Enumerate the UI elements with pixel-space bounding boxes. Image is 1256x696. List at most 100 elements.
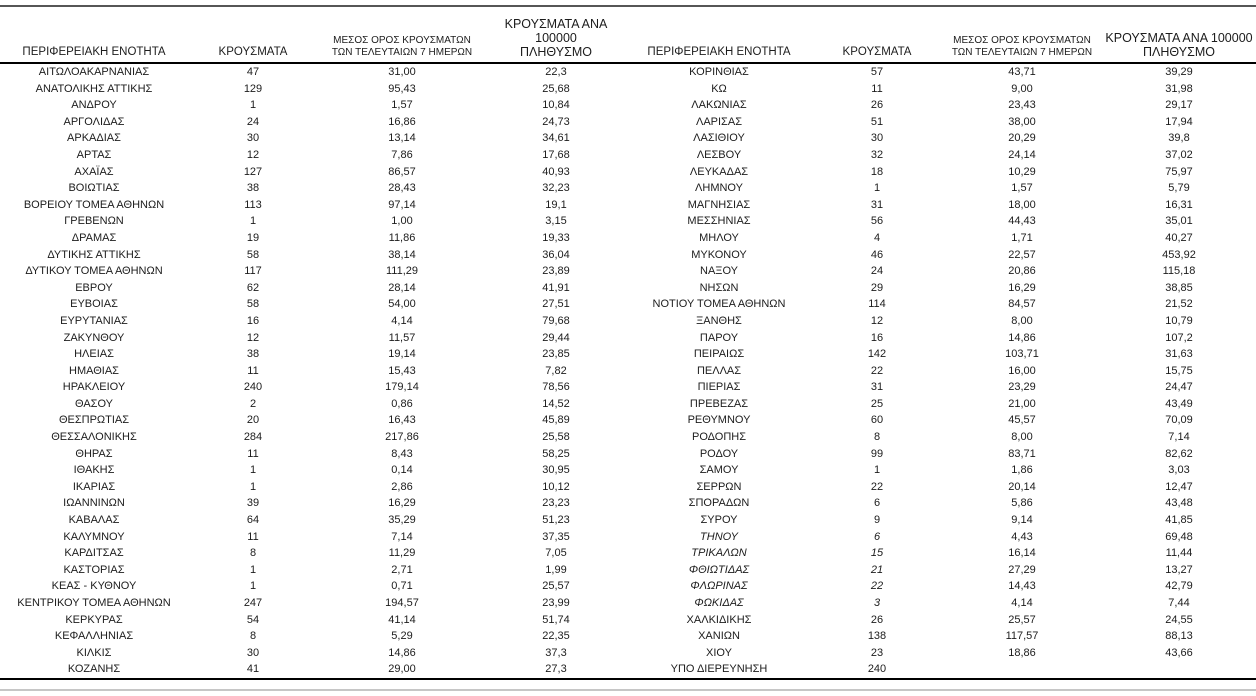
avg7-value-right: 1,86 [1011,464,1033,477]
per100k-value-left: 25,57 [542,580,570,593]
avg7-value-right: 8,00 [1011,431,1033,444]
cases-value-right: 99 [870,447,884,460]
per100k-value-left: 7,82 [545,364,567,377]
per100k-value-right: 24,47 [1165,381,1193,394]
region-name-left: ΚΟΖΑΝΗΣ [67,663,121,676]
region-name-left: ΘΑΣΟΥ [74,397,114,410]
region-name-left: ΚΕΝΤΡΙΚΟΥ ΤΟΜΕΑ ΑΘΗΝΩΝ [17,597,171,609]
avg7-value-left: 194,57 [385,597,419,609]
per100k-value-right: 43,49 [1165,397,1193,410]
table-row: ΕΥΒΟΙΑΣ 58 54,00 27,51 ΝΟΤΙΟΥ ΤΟΜΕΑ ΑΘΗΝ… [0,296,1256,313]
avg7-value-right: 23,29 [1008,381,1036,394]
table-row: ΚΑΡΔΙΤΣΑΣ 8 11,29 7,05 ΤΡΙΚΑΛΩΝ 15 16,14… [0,545,1256,562]
avg7-value-right: 18,86 [1008,646,1036,659]
cases-value-right: 22 [870,364,884,377]
region-name-left: ΚΕΑΣ - ΚΥΘΝΟΥ [51,580,137,593]
region-name-right: ΣΑΜΟΥ [699,464,739,477]
avg7-value-right: 4,43 [1011,530,1033,543]
table-row: ΙΚΑΡΙΑΣ 1 2,86 10,12 ΣΕΡΡΩΝ 22 20,14 12,… [0,479,1256,496]
avg7-value-left: 8,43 [391,447,413,460]
cases-value-right: 4 [873,231,881,244]
per100k-value-right: 43,48 [1165,497,1193,510]
per100k-value-left: 37,35 [542,530,570,543]
per100k-value-left: 23,89 [542,265,570,278]
cases-value-right: 25 [870,397,884,410]
region-name-left: ΒΟΡΕΙΟΥ ΤΟΜΕΑ ΑΘΗΝΩΝ [23,198,165,211]
per100k-value-right: 115,18 [1162,265,1196,278]
region-name-left: ΑΡΓΟΛΙΔΑΣ [63,115,125,128]
cases-value-left: 8 [249,547,257,560]
region-name-left: ΕΥΡΥΤΑΝΙΑΣ [60,314,128,327]
per100k-value-right: 82,62 [1165,447,1193,460]
region-name-left: ΚΑΒΑΛΑΣ [68,514,120,527]
per100k-value-right: 10,79 [1165,314,1193,327]
per100k-value-right: 21,52 [1165,298,1193,311]
col-header-region-right: ΠΕΡΙΦΕΡΕΙΑΚΗ ΕΝΟΤΗΤΑ [647,46,791,58]
cases-value-right: 9 [873,514,881,527]
region-name-right: ΠΙΕΡΙΑΣ [697,381,741,394]
cases-value-right: 1 [873,182,881,195]
cases-value-left: 284 [243,431,263,444]
region-name-left: ΓΡΕΒΕΝΩΝ [64,215,124,228]
region-name-right: ΛΕΥΚΑΔΑΣ [689,165,749,178]
avg7-value-left: 0,86 [391,397,413,410]
per100k-value-left: 78,56 [542,381,570,394]
col-header-cases-right: ΚΡΟΥΣΜΑΤΑ [842,46,912,58]
per100k-value-right: 31,98 [1165,82,1193,95]
region-name-left: ΘΗΡΑΣ [75,447,113,460]
avg7-value-right: 23,43 [1008,99,1036,112]
table-row: ΑΡΓΟΛΙΔΑΣ 24 16,86 24,73 ΛΑΡΙΣΑΣ 51 38,0… [0,114,1256,131]
cases-value-left: 11 [247,447,259,460]
cases-value-right: 138 [867,630,887,643]
avg7-value-left: 11,57 [388,331,416,344]
cases-value-left: 8 [249,630,257,643]
cases-value-right: 3 [873,597,881,609]
header-row: ΠΕΡΙΦΕΡΕΙΑΚΗ ΕΝΟΤΗΤΑ ΚΡΟΥΣΜΑΤΑ ΜΕΣΟΣ ΟΡΟ… [0,6,1256,63]
per100k-value-left: 27,3 [545,663,567,676]
table-row: ΑΧΑΪΑΣ 127 86,57 40,93 ΛΕΥΚΑΔΑΣ 18 10,29… [0,164,1256,181]
table-row: ΚΑΛΥΜΝΟΥ 11 7,14 37,35 ΤΗΝΟΥ 6 4,43 69,4… [0,529,1256,546]
region-name-right: ΛΑΡΙΣΑΣ [695,115,742,128]
per100k-value-left: 37,3 [545,646,567,659]
table-row: ΒΟΡΕΙΟΥ ΤΟΜΕΑ ΑΘΗΝΩΝ 113 97,14 19,1 ΜΑΓΝ… [0,197,1256,214]
cases-value-left: 20 [246,414,260,427]
region-name-left: ΑΡΚΑΔΙΑΣ [67,132,121,145]
region-name-left: ΑΡΤΑΣ [76,148,112,161]
per100k-value-right: 11,44 [1165,547,1193,560]
region-name-left: ΗΛΕΙΑΣ [74,348,114,361]
region-name-right: ΚΟΡΙΝΘΙΑΣ [689,66,749,78]
cases-value-right: 114 [868,298,886,311]
cases-value-right: 29 [870,281,884,294]
table-row: ΚΕΡΚΥΡΑΣ 54 41,14 51,74 ΧΑΛΚΙΔΙΚΗΣ 26 25… [0,612,1256,629]
region-name-left: ΗΡΑΚΛΕΙΟΥ [62,381,126,394]
table-row: ΚΕΦΑΛΛΗΝΙΑΣ 8 5,29 22,35 ΧΑΝΙΩΝ 138 117,… [0,628,1256,645]
cases-value-left: 38 [246,348,260,361]
avg7-value-left: 14,86 [388,646,416,659]
per100k-value-left: 36,04 [542,248,570,261]
region-name-right: ΧΑΛΚΙΔΙΚΗΣ [686,613,752,626]
cases-value-right: 31 [870,198,884,211]
header-line: ΠΛΗΘΥΣΜΟ [1143,45,1215,59]
avg7-value-right: 103,71 [1005,348,1039,361]
region-name-right: ΦΘΙΩΤΙΔΑΣ [688,563,750,576]
region-name-left: ΘΕΣΠΡΩΤΙΑΣ [58,414,130,427]
table-row: ΘΗΡΑΣ 11 8,43 58,25 ΡΟΔΟΥ 99 83,71 82,62 [0,446,1256,463]
avg7-value-right: 5,86 [1011,497,1033,510]
col-header-avg7-left: ΜΕΣΟΣ ΟΡΟΣ ΚΡΟΥΣΜΑΤΩΝ ΤΩΝ ΤΕΛΕΥΤΑΙΩΝ 7 ΗΜ… [318,6,486,63]
cases-value-right: 60 [870,414,884,427]
avg7-value-left: 179,14 [385,381,419,394]
avg7-value-right: 8,00 [1011,314,1033,327]
cases-value-left: 54 [246,613,260,626]
cases-value-left: 47 [246,66,260,78]
region-name-left: ΚΕΦΑΛΛΗΝΙΑΣ [54,630,134,643]
region-name-left: ΔΡΑΜΑΣ [71,231,117,244]
region-name-right: ΠΑΡΟΥ [699,331,739,344]
region-name-right: ΞΑΝΘΗΣ [696,314,742,327]
region-name-left: ΚΑΣΤΟΡΙΑΣ [63,563,125,576]
region-name-right: ΠΕΙΡΑΙΩΣ [693,348,745,361]
cases-value-left: 12 [246,331,260,344]
per100k-value-left: 10,12 [542,480,570,493]
per100k-value-left: 7,05 [545,547,567,560]
region-name-right: ΣΠΟΡΑΔΩΝ [688,497,750,510]
per100k-value-right: 40,27 [1165,231,1193,244]
